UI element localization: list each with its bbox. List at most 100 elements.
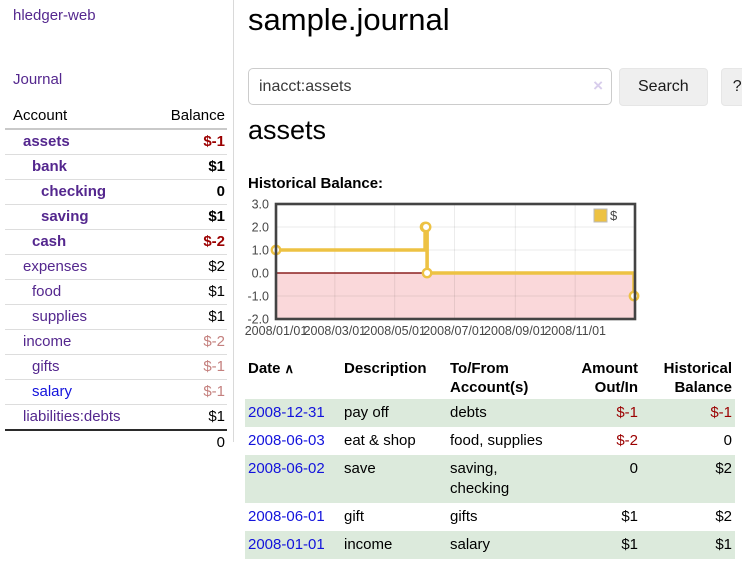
search-form: × Search ? [248,68,742,106]
txn-balance: $2 [715,460,732,477]
account-name-cell: food [5,279,149,305]
x-tick-label: 2008/05/01 [363,324,426,338]
txn-balance: $1 [715,536,732,553]
accounts-header-account: Account [5,103,149,130]
account-link-supplies[interactable]: supplies [32,308,88,325]
register-row: 2008-12-31 pay off debts $-1 $-1 [245,399,735,427]
txn-amount: 0 [629,460,638,477]
register-col-historical-balance: Historical Balance [663,360,732,396]
txn-balance: $2 [715,508,732,525]
account-name-cell: liabilities:debts [5,404,149,431]
account-row: assets $-1 [5,129,227,155]
txn-amount: $-1 [616,404,638,421]
txn-description: eat & shop [344,432,416,449]
historical-balance-chart[interactable]: $3.0 2.0 1.0 0.0 -1.0 -2.0 2008/01/01 2008/03/0… [242,198,742,348]
txn-accounts: debts [447,399,559,427]
x-tick-label: 2008/07/01 [423,324,486,338]
account-balance: $1 [148,154,227,180]
account-name-cell: cash [5,229,149,255]
account-name-cell: bank [5,154,149,180]
plot-border [274,202,637,321]
txn-date-link[interactable]: 2008-01-01 [248,536,325,553]
txn-date-link[interactable]: 2008-06-01 [248,508,325,525]
register-col-to-from-account-s-: To/From Account(s) [450,360,529,396]
txn-account-name: food, [450,432,484,449]
register-col-amount-out-in: Amount Out/In [581,360,638,396]
account-balance: $-1 [148,354,227,380]
account-link-bank[interactable]: bank [32,158,68,175]
account-row: expenses $2 [5,254,227,280]
account-link-income[interactable]: income [23,333,72,350]
txn-account-name: salary [450,536,491,553]
brand-link[interactable]: hledger-web [13,7,96,24]
account-row: cash $-2 [5,229,227,255]
account-balance: $-1 [148,129,227,155]
account-balance: $1 [148,404,227,431]
account-row: food $1 [5,279,227,305]
txn-account-name: gifts [450,508,478,525]
account-link-liabilities-debts[interactable]: liabilities:debts [23,408,121,425]
sort-asc-icon: ∧ [284,361,295,376]
account-balance: $1 [148,204,227,230]
search-button[interactable]: Search [619,68,708,106]
txn-date-cell: 2008-06-01 [245,503,341,531]
accounts-table: Account Balance assets $-1 bank $1 checking 0… [5,103,227,455]
x-tick-label: 2008/11/01 [544,324,606,338]
x-tick-label: 2008/01/01 [245,324,308,338]
txn-date-link[interactable]: 2008-12-31 [248,404,325,421]
account-link-gifts[interactable]: gifts [32,358,60,375]
register-col-date[interactable]: Date ∧ [248,360,295,377]
account-link-checking[interactable]: checking [41,183,107,200]
account-row: liabilities:debts $1 [5,404,227,431]
account-balance: $2 [148,254,227,280]
txn-accounts: salary [447,531,559,559]
txn-amount: $1 [621,536,638,553]
txn-description: gift [344,508,365,525]
accounts-header-row: Account Balance [5,103,227,130]
account-name-cell: expenses [5,254,149,280]
account-name-cell: gifts [5,354,149,380]
y-tick-label: -2.0 [247,313,269,327]
account-row: bank $1 [5,154,227,180]
register-row: 2008-01-01 income salary $1 $1 [245,531,735,559]
account-link-salary[interactable]: salary [32,383,73,400]
y-tick-label: -1.0 [247,290,269,304]
account-link-expenses[interactable]: expenses [23,258,88,275]
account-link-saving[interactable]: saving [41,208,89,225]
account-name-cell: supplies [5,304,149,330]
account-link-assets[interactable]: assets [23,133,70,150]
account-name-cell: income [5,329,149,355]
chart-title: Historical Balance: [248,175,384,192]
txn-account-name: checking [450,480,510,497]
account-row: saving $1 [5,204,227,230]
txn-accounts: saving, checking [447,455,559,503]
search-input[interactable] [248,68,612,105]
txn-date-cell: 2008-06-03 [245,427,341,455]
txn-balance: 0 [723,432,732,449]
nav-journal-link[interactable]: Journal [13,71,63,88]
legend-label: $ [610,208,618,223]
x-tick-label: 2008/09/01 [484,324,547,338]
txn-date-link[interactable]: 2008-06-02 [248,460,325,477]
txn-date-cell: 2008-01-01 [245,531,341,559]
accounts-total-value: 0 [148,429,227,455]
account-name-cell: assets [5,129,149,155]
register-header-row: Date ∧ Description To/From Account(s) Amount… [245,357,735,399]
clear-search-icon[interactable]: × [593,76,603,95]
txn-description: income [344,536,393,553]
help-button[interactable]: ? [720,68,742,106]
account-link-cash[interactable]: cash [32,233,67,250]
search-box: × [248,68,612,106]
y-tick-label: 2.0 [252,221,269,235]
account-balance: $-2 [148,229,227,255]
legend-swatch [593,208,608,223]
txn-date-link[interactable]: 2008-06-03 [248,432,325,449]
account-balance: $1 [148,279,227,305]
account-balance: $-1 [148,379,227,405]
data-point-marker [420,221,432,233]
account-name-cell: salary [5,379,149,405]
y-tick-label: 1.0 [252,244,269,258]
account-link-food[interactable]: food [32,283,62,300]
chart-canvas: $3.0 2.0 1.0 0.0 -1.0 -2.02008/01/012008/03/0… [245,198,640,338]
txn-description: save [344,460,376,477]
